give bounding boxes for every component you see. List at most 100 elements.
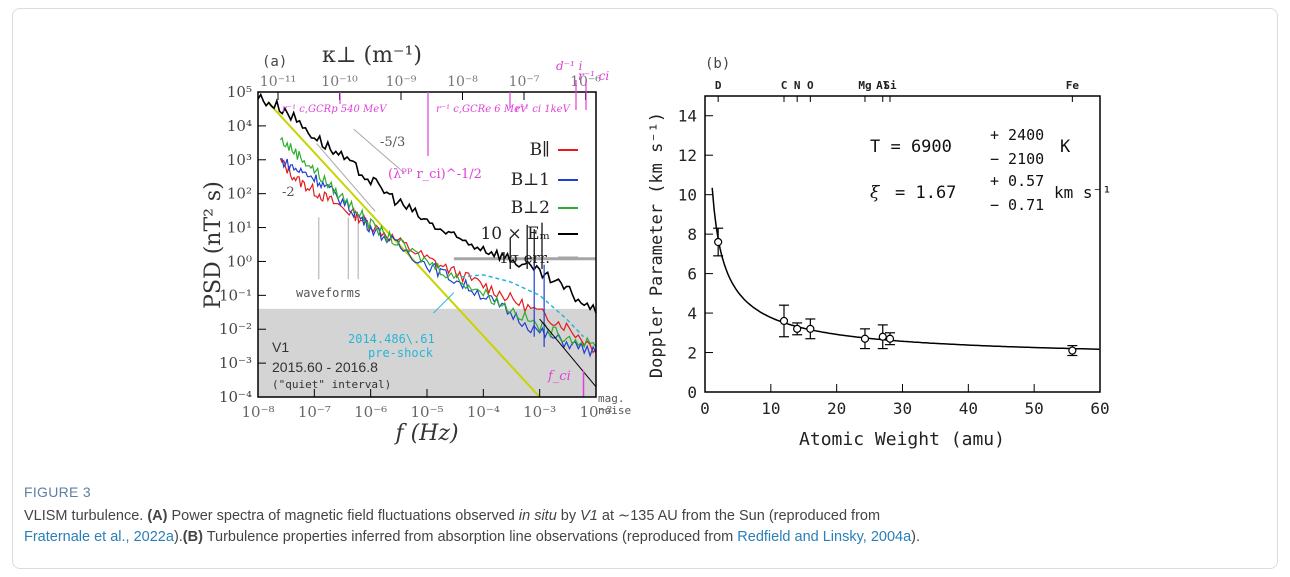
annot-fci: f_ci [547, 369, 571, 384]
caption-part-a-2: Power spectra of magnetic field fluctuat… [167, 508, 519, 524]
x-tick-label-b-2: 20 [827, 399, 846, 418]
x-tick-label-a-4: 10⁻⁴ [467, 403, 500, 421]
x-tick-label-b-1: 10 [761, 399, 780, 418]
y-tick-label-a-0: 10⁻⁴ [219, 388, 252, 406]
annot-interval: 2015.60 - 2016.8 [272, 359, 378, 375]
y-tick-label-a-8: 10⁴ [227, 117, 252, 135]
x-tick-label-b-5: 50 [1025, 399, 1044, 418]
data-point-2 [793, 324, 802, 333]
y-tick-label-a-7: 10³ [227, 151, 252, 169]
top-tick-label-a-3: 10⁻⁸ [447, 74, 478, 90]
annot-quiet: ("quiet" interval) [272, 378, 391, 391]
top-axis-label-a: κ⊥ (m⁻¹) [322, 43, 422, 68]
x-tick-label-b-4: 40 [959, 399, 978, 418]
y-tick-label-a-4: 10⁰ [227, 252, 252, 270]
element-label-2: N [794, 79, 801, 92]
legend-label-a-0: B∥ [530, 140, 550, 160]
y-tick-label-b-3: 6 [687, 265, 697, 284]
top-tick-label-a-0: 10⁻¹¹ [260, 74, 296, 90]
data-point-0 [714, 237, 723, 247]
preshock-pointer [433, 292, 455, 314]
y-tick-label-a-5: 10¹ [227, 219, 252, 237]
slope-label-53: -5/3 [380, 135, 405, 150]
x-tick-label-a-1: 10⁻⁷ [298, 403, 331, 421]
annot-preshock: pre-shock [368, 346, 434, 360]
caption-line-1: VLISM turbulence. (A) Power spectra of m… [24, 506, 1264, 527]
annot-gcre: r⁻¹ c,GCRe 6 MeV [436, 104, 529, 115]
annot-waveforms: waveforms [296, 286, 361, 300]
annot-di: d⁻¹ i [556, 59, 583, 73]
x-tick-label-a-6: 10⁻² [579, 403, 612, 421]
element-label-5: Al [876, 79, 889, 92]
top-tick-label-a-1: 10⁻¹⁰ [321, 74, 358, 90]
caption-part-a-0: VLISM turbulence. [24, 508, 148, 524]
figure-frame [12, 8, 1278, 569]
caption-part-b-4-link[interactable]: Redfield and Linsky, 2004a [737, 529, 912, 545]
y-tick-label-a-3: 10⁻¹ [219, 286, 252, 304]
y-tick-label-b-2: 4 [687, 304, 697, 323]
y-tick-label-b-4: 8 [687, 225, 697, 244]
annot-gcrp: r⁻¹ c,GCRp 540 MeV [282, 104, 388, 115]
y-tick-label-b-5: 10 [678, 186, 697, 205]
y-axis-label-b: Doppler Parameter (km s⁻¹) [647, 112, 667, 378]
annot-preshock-date: 2014.486\.61 [348, 332, 435, 346]
element-label-7: Fe [1066, 79, 1080, 92]
y-tick-label-a-2: 10⁻² [219, 320, 252, 338]
annot-lambda: (λᴾᴾ r_ci)^-1/2 [388, 167, 482, 182]
legend-label-a-1: B⊥1 [511, 170, 550, 190]
fit-xi-plus: + 0.57 [990, 172, 1044, 190]
x-tick-label-a-2: 10⁻⁶ [354, 403, 387, 421]
x-tick-label-b-3: 30 [893, 399, 912, 418]
x-tick-label-a-0: 10⁻⁸ [241, 403, 274, 421]
fit-T-unit: K [1060, 137, 1071, 157]
caption-part-a-3: in situ [518, 508, 557, 524]
figure-label: FIGURE 3 [24, 484, 91, 500]
annot-rci-1kev: r⁻¹ ci 1keV [515, 104, 572, 115]
noise-floor-band [258, 308, 596, 397]
caption-part-a-1: (A) [147, 508, 168, 524]
data-point-7 [1068, 346, 1077, 355]
element-label-6: Si [883, 79, 897, 92]
panel-b-label: (b) [705, 56, 730, 72]
fit-xi-minus: − 0.71 [990, 196, 1044, 214]
fit-curve [711, 187, 1100, 350]
caption-part-b-5: ). [911, 529, 921, 545]
annot-v1: V1 [272, 339, 289, 355]
data-point-5 [878, 332, 887, 341]
caption-line-2: Fraternale et al., 2022a). (B) Turbulence… [24, 527, 1264, 548]
fit-xi-symbol: ξ [870, 183, 881, 203]
annot-rci: r⁻¹ ci [578, 69, 609, 83]
x-tick-label-b-0: 0 [700, 399, 710, 418]
element-label-0: D [715, 79, 722, 92]
legend-label-a-3: 10 × Eₘ [480, 224, 550, 244]
fit-T-minus: − 2100 [990, 150, 1044, 168]
data-point-1 [779, 316, 789, 326]
preshock-series [460, 274, 585, 338]
fit-xi-value: = 1.67 [895, 183, 956, 203]
y-tick-label-b-0: 0 [687, 383, 697, 402]
caption-part-b-3: Turbulence properties inferred from abso… [202, 529, 738, 545]
caption-part-b-0-link[interactable]: Fraternale et al., 2022a [24, 529, 174, 545]
element-label-4: Mg [858, 79, 871, 92]
x-tick-label-a-3: 10⁻⁵ [410, 403, 443, 421]
slope-ref-line-2 [316, 143, 376, 212]
slope-ref-line-53 [353, 128, 405, 174]
caption-part-a-4: by [556, 508, 581, 524]
caption-part-a-6: at ∼135 AU from the Sun (reproduced from [597, 508, 881, 524]
y-axis-label-a: PSD (nT² s) [201, 181, 226, 309]
y-tick-label-b-7: 14 [678, 107, 697, 126]
caption-part-b-2: (B) [182, 529, 203, 545]
x-axis-label-b: Atomic Weight (amu) [799, 429, 1005, 450]
legend-label-a-4: 1σ err. [499, 249, 550, 267]
top-tick-label-a-2: 10⁻⁹ [386, 74, 417, 90]
x-axis-label-a: f (Hz) [393, 421, 458, 446]
slope-label-2: -2 [282, 185, 295, 200]
annot-noise: noise [598, 404, 631, 417]
caption-part-a-5: V1 [580, 508, 598, 524]
y-tick-label-a-1: 10⁻³ [219, 354, 252, 372]
mag-noise-line [539, 318, 597, 388]
annot-mag: mag. [598, 392, 625, 405]
steep-fit-line [267, 101, 541, 398]
series-em [257, 92, 597, 314]
fit-T-plus: + 2400 [990, 126, 1044, 144]
